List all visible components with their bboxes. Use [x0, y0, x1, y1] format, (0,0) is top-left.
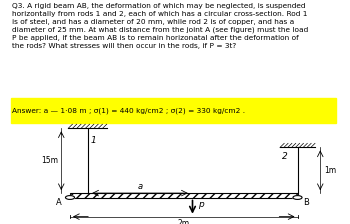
Text: Answer: a — 1·08 m ; σ(1) = 440 kg/cm2 ; σ(2) = 330 kg/cm2 .: Answer: a — 1·08 m ; σ(1) = 440 kg/cm2 ;… [12, 107, 245, 114]
Text: A: A [56, 198, 61, 207]
Text: 1m: 1m [324, 166, 336, 175]
Bar [70, 193, 298, 198]
Bar [70, 193, 298, 198]
Text: 1: 1 [91, 136, 97, 145]
Text: p: p [198, 200, 203, 209]
Text: 15m: 15m [41, 156, 58, 165]
Text: Q3. A rigid beam AB, the deformation of which may be neglected, is suspended
hor: Q3. A rigid beam AB, the deformation of … [12, 2, 308, 49]
Text: 2: 2 [282, 152, 287, 161]
Text: B: B [303, 198, 309, 207]
Text: 2m: 2m [178, 219, 190, 224]
Circle shape [65, 196, 75, 199]
FancyBboxPatch shape [10, 98, 336, 123]
Text: a: a [138, 182, 142, 191]
Circle shape [293, 196, 302, 199]
